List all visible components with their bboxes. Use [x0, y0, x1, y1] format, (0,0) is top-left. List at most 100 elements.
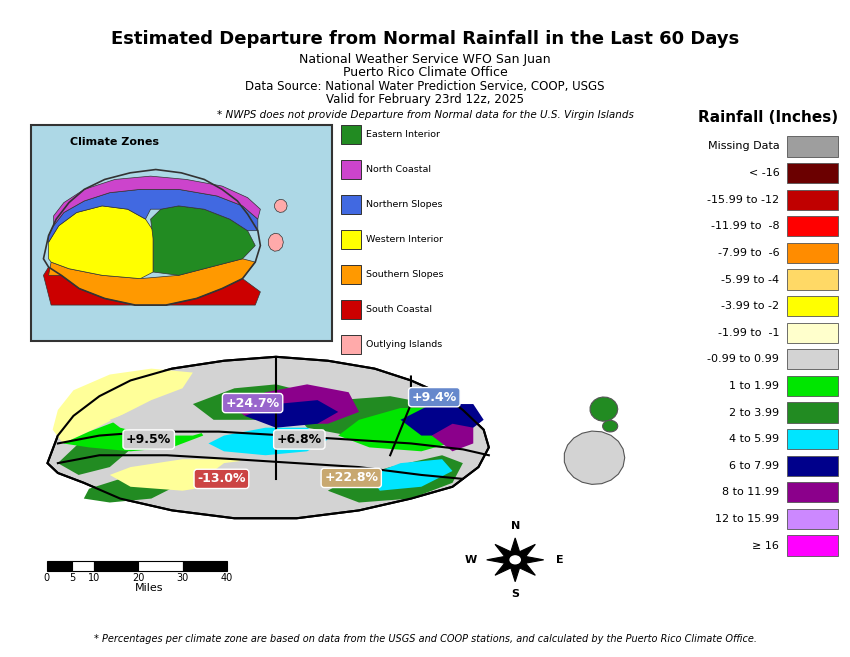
FancyBboxPatch shape — [786, 163, 838, 183]
Text: -0.99 to 0.99: -0.99 to 0.99 — [707, 354, 779, 365]
Polygon shape — [432, 424, 473, 451]
Text: 4 to 5.99: 4 to 5.99 — [729, 434, 779, 444]
Text: < -16: < -16 — [749, 168, 779, 178]
Text: S: S — [511, 589, 519, 599]
Text: N: N — [511, 521, 520, 531]
FancyBboxPatch shape — [786, 137, 838, 156]
Text: Data Source: National Water Prediction Service, COOP, USGS: Data Source: National Water Prediction S… — [246, 80, 604, 93]
Text: +22.8%: +22.8% — [324, 471, 378, 484]
FancyBboxPatch shape — [94, 561, 139, 572]
Text: -13.0%: -13.0% — [197, 472, 246, 486]
FancyBboxPatch shape — [786, 429, 838, 449]
Text: +24.7%: +24.7% — [225, 397, 280, 409]
Text: +6.8%: +6.8% — [277, 433, 322, 446]
Text: Climate Zones: Climate Zones — [71, 137, 160, 147]
Polygon shape — [150, 206, 255, 275]
Text: Miles: Miles — [135, 583, 164, 593]
Text: 20: 20 — [133, 574, 144, 583]
Polygon shape — [193, 384, 307, 420]
Polygon shape — [48, 189, 258, 242]
Text: * NWPS does not provide Departure from Normal data for the U.S. Virgin Islands: * NWPS does not provide Departure from N… — [217, 110, 633, 120]
Text: Outlying Islands: Outlying Islands — [366, 340, 443, 349]
Text: -11.99 to  -8: -11.99 to -8 — [711, 221, 779, 231]
FancyBboxPatch shape — [786, 456, 838, 476]
Polygon shape — [275, 199, 287, 212]
Polygon shape — [53, 369, 193, 443]
Polygon shape — [487, 538, 544, 581]
Text: 10: 10 — [88, 574, 100, 583]
FancyBboxPatch shape — [341, 230, 361, 249]
Text: 1 to 1.99: 1 to 1.99 — [729, 381, 779, 391]
Polygon shape — [48, 259, 255, 305]
Text: -1.99 to  -1: -1.99 to -1 — [718, 328, 779, 338]
Text: North Coastal: North Coastal — [366, 165, 431, 174]
FancyBboxPatch shape — [786, 216, 838, 237]
Polygon shape — [54, 176, 260, 226]
Text: -7.99 to  -6: -7.99 to -6 — [717, 248, 779, 258]
FancyBboxPatch shape — [786, 323, 838, 343]
Text: -3.99 to -2: -3.99 to -2 — [722, 301, 779, 311]
Polygon shape — [269, 233, 283, 251]
Text: 6 to 7.99: 6 to 7.99 — [729, 461, 779, 471]
FancyBboxPatch shape — [341, 195, 361, 214]
Polygon shape — [338, 408, 473, 451]
Text: Western Interior: Western Interior — [366, 235, 444, 244]
Text: 5: 5 — [69, 574, 75, 583]
FancyBboxPatch shape — [786, 243, 838, 263]
Text: -15.99 to -12: -15.99 to -12 — [707, 194, 779, 205]
FancyBboxPatch shape — [341, 335, 361, 353]
Polygon shape — [297, 396, 442, 436]
Text: Missing Data: Missing Data — [707, 141, 779, 152]
FancyBboxPatch shape — [786, 535, 838, 556]
Text: ≥ 16: ≥ 16 — [752, 541, 779, 551]
Text: Valid for February 23rd 12z, 2025: Valid for February 23rd 12z, 2025 — [326, 93, 524, 106]
Text: -5.99 to -4: -5.99 to -4 — [722, 275, 779, 284]
Text: South Coastal: South Coastal — [366, 305, 433, 314]
FancyBboxPatch shape — [341, 265, 361, 284]
Polygon shape — [564, 431, 625, 484]
Polygon shape — [110, 396, 235, 436]
FancyBboxPatch shape — [786, 190, 838, 210]
Text: Estimated Departure from Normal Rainfall in the Last 60 Days: Estimated Departure from Normal Rainfall… — [110, 30, 740, 47]
FancyBboxPatch shape — [786, 296, 838, 316]
FancyBboxPatch shape — [341, 125, 361, 144]
Polygon shape — [590, 397, 618, 421]
Text: 2 to 3.99: 2 to 3.99 — [729, 407, 779, 418]
Polygon shape — [203, 455, 380, 495]
Polygon shape — [110, 459, 265, 491]
Text: 8 to 11.99: 8 to 11.99 — [722, 487, 779, 497]
Text: 30: 30 — [177, 574, 189, 583]
Polygon shape — [43, 267, 260, 305]
FancyBboxPatch shape — [341, 160, 361, 179]
FancyBboxPatch shape — [183, 561, 227, 572]
FancyBboxPatch shape — [786, 482, 838, 503]
Polygon shape — [603, 420, 618, 432]
Text: W: W — [465, 555, 477, 565]
Text: National Weather Service WFO San Juan: National Weather Service WFO San Juan — [299, 53, 551, 66]
Text: +9.4%: +9.4% — [411, 391, 457, 403]
FancyBboxPatch shape — [786, 350, 838, 369]
Text: Northern Slopes: Northern Slopes — [366, 200, 443, 209]
Polygon shape — [328, 455, 463, 503]
Polygon shape — [63, 416, 203, 451]
FancyBboxPatch shape — [341, 300, 361, 319]
Text: Puerto Rico Climate Office: Puerto Rico Climate Office — [343, 66, 507, 79]
Polygon shape — [84, 475, 183, 503]
Text: Eastern Interior: Eastern Interior — [366, 130, 440, 139]
FancyBboxPatch shape — [72, 561, 94, 572]
Circle shape — [510, 556, 520, 564]
Polygon shape — [235, 384, 359, 424]
FancyBboxPatch shape — [786, 509, 838, 529]
Polygon shape — [400, 404, 484, 436]
Text: Rainfall (Inches): Rainfall (Inches) — [698, 110, 838, 125]
Polygon shape — [48, 357, 489, 518]
FancyBboxPatch shape — [31, 125, 332, 341]
Text: +9.5%: +9.5% — [126, 433, 172, 446]
Polygon shape — [58, 430, 141, 475]
Text: 40: 40 — [221, 574, 233, 583]
Text: 0: 0 — [43, 574, 49, 583]
Text: 12 to 15.99: 12 to 15.99 — [715, 514, 779, 524]
Text: * Percentages per climate zone are based on data from the USGS and COOP stations: * Percentages per climate zone are based… — [94, 634, 756, 644]
Polygon shape — [245, 400, 338, 428]
Polygon shape — [48, 206, 153, 279]
